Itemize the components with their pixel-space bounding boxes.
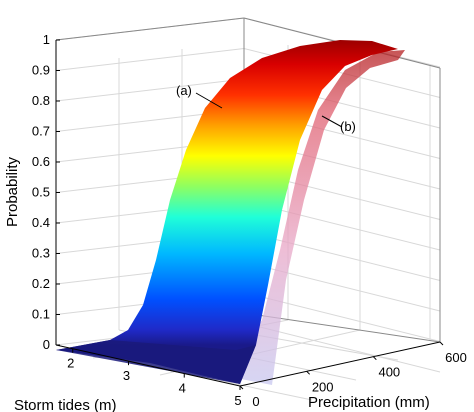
x-tick-label-3: 600	[445, 350, 467, 365]
z-tick-label-0: 0	[43, 337, 50, 352]
z-tick-label-5: 0.5	[32, 185, 50, 200]
y-axis-line	[55, 344, 241, 387]
surface-front-edge	[56, 340, 256, 384]
z-tick-label-7: 0.7	[32, 124, 50, 139]
x-tick-label-0: 0	[252, 394, 259, 409]
z-tick-label-3: 0.3	[32, 246, 50, 261]
x-tick-mark-3	[439, 341, 444, 346]
annotation-a: (a)	[176, 83, 192, 98]
x-tick-label-1: 200	[312, 379, 334, 394]
z-grid-left-8	[55, 78, 245, 102]
z-tick-label-4: 0.4	[32, 215, 50, 230]
y-axis-label: Storm tides (m)	[14, 397, 117, 412]
x-tick-mark-2	[372, 356, 377, 361]
z-grid-right-3	[243, 231, 441, 281]
y-tick-label-1: 3	[123, 368, 130, 383]
y-tick-label-3: 5	[234, 393, 241, 408]
x-axis-label: Precipitation (mm)	[308, 394, 430, 411]
annotation-a-leader	[195, 92, 223, 109]
z-axis-label: Probability	[4, 156, 21, 227]
z-grid-left-9	[55, 48, 245, 71]
x-axis-line	[239, 341, 441, 387]
z-tick-label-8: 0.8	[32, 93, 50, 108]
x-ticks: 0 200 400 600	[239, 341, 467, 409]
z-tick-label-1: 0.1	[32, 307, 50, 322]
z-tick-label-2: 0.2	[32, 276, 50, 291]
y-ticks: 2 3 4 5	[67, 348, 242, 408]
z-tick-label-6: 0.6	[32, 154, 50, 169]
annotation-b: (b)	[340, 119, 356, 134]
x-tick-mark-0	[239, 385, 244, 390]
annotation-b-leader	[321, 115, 343, 128]
z-ticks: 0 0.1 0.2 0.3 0.4 0.5 0.6 0.7 0.8 0.9 1	[32, 32, 60, 352]
y-tick-label-2: 4	[179, 381, 186, 396]
z-tick-label-9: 0.9	[32, 63, 50, 78]
surface-a	[56, 40, 398, 384]
z-tick-label-10: 1	[43, 32, 50, 47]
x-tick-mark-1	[306, 370, 311, 375]
x-tick-label-2: 400	[378, 365, 400, 380]
y-tick-label-0: 2	[67, 356, 74, 371]
